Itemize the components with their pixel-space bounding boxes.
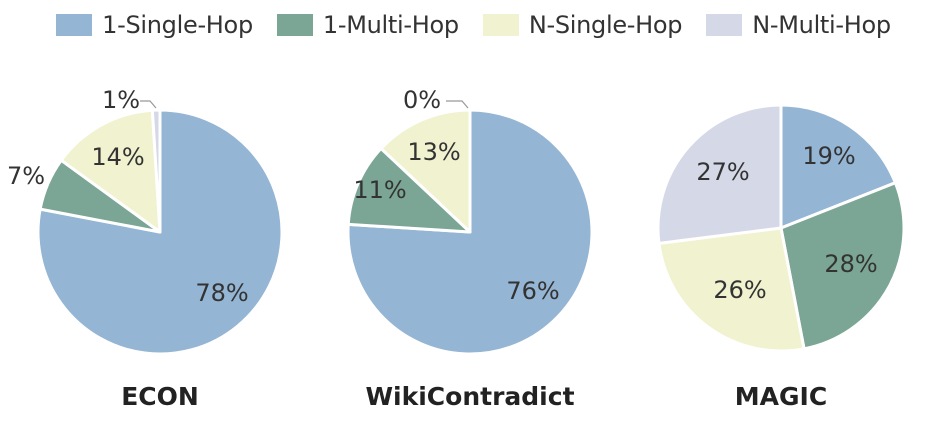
value-label-wikicontradict-n-multi-hop: 0% — [403, 86, 441, 114]
value-label-wikicontradict-1-single-hop: 76% — [506, 277, 559, 305]
value-label-magic-1-single-hop: 19% — [802, 142, 855, 170]
slice-magic-1-multi-hop — [779, 181, 906, 351]
slice-econ-n-multi-hop — [150, 108, 162, 234]
slice-wikicontradict-1-multi-hop — [346, 146, 472, 234]
pie-magic: 19% 28% 26% 27% MAGIC — [656, 103, 906, 411]
legend-swatch-n-multi-hop — [706, 14, 743, 36]
chart-legend: 1-Single-Hop 1-Multi-Hop N-Single-Hop N-… — [0, 8, 947, 42]
pie-wikicontradict: 76% 11%13% 0% WikiContradict — [346, 86, 594, 411]
slice-magic-n-multi-hop — [656, 103, 783, 245]
value-label-wikicontradict-n-single-hop: 13% — [407, 138, 460, 166]
value-label-econ-n-multi-hop: 1% — [102, 86, 140, 114]
legend-item-n-single-hop: N-Single-Hop — [482, 11, 683, 39]
value-label-magic-1-multi-hop: 28% — [824, 250, 877, 278]
legend-item-1-multi-hop: 1-Multi-Hop — [276, 11, 459, 39]
legend-swatch-1-multi-hop — [276, 14, 313, 36]
value-label-magic-n-single-hop: 26% — [713, 276, 766, 304]
chart-title-magic: MAGIC — [735, 382, 827, 411]
legend-swatch-n-single-hop — [482, 14, 519, 36]
value-label-econ-1-multi-hop: 7% — [7, 162, 45, 190]
value-label-wikicontradict-1-multi-hop: 11% — [353, 176, 406, 204]
legend-label-n-single-hop: N-Single-Hop — [528, 11, 683, 39]
legend-label-n-multi-hop: N-Multi-Hop — [752, 11, 891, 39]
leader-line-wikicontradict — [446, 100, 469, 109]
legend-swatch-1-single-hop — [56, 14, 93, 36]
slice-econ-n-single-hop — [59, 108, 162, 234]
slice-wikicontradict-n-single-hop — [379, 108, 472, 234]
slice-magic-n-single-hop — [657, 226, 806, 353]
value-label-magic-n-multi-hop: 27% — [696, 158, 749, 186]
value-label-econ-n-single-hop: 14% — [91, 143, 144, 171]
chart-title-econ: ECON — [121, 382, 199, 411]
legend-label-1-single-hop: 1-Single-Hop — [102, 11, 253, 39]
legend-label-1-multi-hop: 1-Multi-Hop — [322, 11, 459, 39]
slice-magic-1-single-hop — [779, 103, 897, 230]
value-label-econ-1-single-hop: 78% — [195, 279, 248, 307]
legend-item-1-single-hop: 1-Single-Hop — [56, 11, 253, 39]
pie-econ: 78% 7% 14% 1% ECON — [7, 86, 284, 411]
legend-item-n-multi-hop: N-Multi-Hop — [706, 11, 891, 39]
chart-title-wikicontradict: WikiContradict — [365, 382, 574, 411]
leader-line-econ — [140, 100, 157, 109]
